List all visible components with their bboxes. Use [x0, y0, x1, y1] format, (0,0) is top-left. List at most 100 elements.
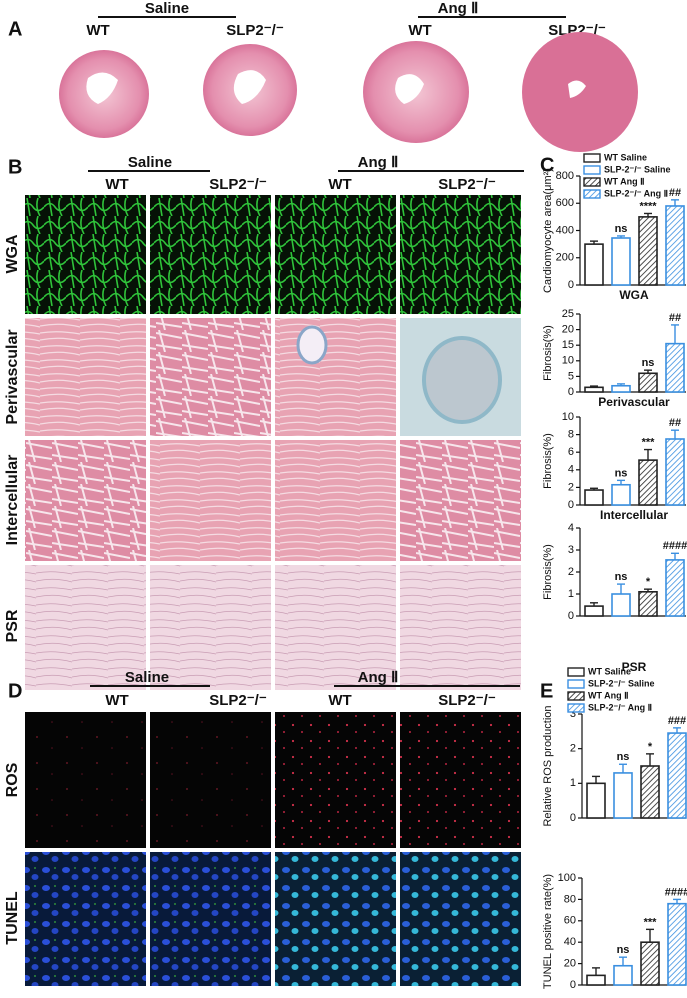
legend-swatch — [583, 165, 601, 175]
y-tick-label: 8 — [568, 429, 574, 441]
y-tick-label: 200 — [556, 252, 574, 264]
significance-label: ns — [642, 357, 655, 369]
bar — [640, 765, 660, 819]
x-axis-title: WGA — [619, 288, 649, 302]
y-tick-label: 2 — [570, 743, 576, 755]
y-tick-label: 10 — [562, 411, 574, 423]
row-label: PSR — [4, 609, 21, 642]
significance-label: ### — [668, 715, 686, 727]
significance-label: * — [646, 576, 651, 588]
column-heading: WT — [105, 692, 128, 709]
bar — [611, 483, 631, 506]
panel-label: A — [8, 18, 22, 40]
column-heading: WT — [86, 22, 109, 39]
legend-label: WT Saline — [604, 152, 647, 162]
y-tick-label: 80 — [564, 893, 576, 905]
y-tick-label: 25 — [562, 308, 574, 320]
y-axis-title: TUNEL positive rate(%) — [542, 874, 554, 989]
column-heading: SLP2⁻/⁻ — [209, 692, 267, 709]
bar — [638, 459, 658, 506]
y-tick-label: 2 — [568, 566, 574, 578]
bar — [665, 438, 685, 506]
legend-swatch — [567, 703, 585, 713]
y-tick-label: 0 — [568, 610, 574, 622]
y-tick-label: 3 — [570, 708, 576, 720]
bar — [611, 384, 631, 393]
row-label: Perivascular — [4, 329, 21, 424]
group-heading: Ang Ⅱ — [358, 669, 399, 686]
bar — [638, 372, 658, 393]
group-heading: Saline — [125, 669, 169, 686]
bar — [613, 772, 633, 819]
y-axis-title: Fibrosis(%) — [542, 325, 554, 381]
heart-sections — [59, 32, 638, 152]
y-tick-label: 100 — [558, 872, 576, 884]
significance-label: #### — [665, 886, 687, 898]
y-tick-label: 1 — [568, 588, 574, 600]
bar — [638, 590, 658, 617]
significance-label: * — [648, 741, 653, 753]
fluorescence-grid — [25, 712, 521, 986]
micrograph-grid — [25, 195, 521, 690]
y-tick-label: 4 — [568, 522, 574, 534]
y-tick-label: 20 — [562, 324, 574, 336]
x-axis-title: Perivascular — [598, 395, 670, 409]
legend-swatch — [567, 667, 585, 677]
bar — [611, 237, 631, 286]
column-heading: SLP2⁻/⁻ — [209, 176, 267, 193]
panel-label: D — [8, 680, 22, 702]
significance-label: ns — [615, 467, 628, 479]
significance-label: ns — [615, 223, 628, 235]
y-tick-label: 15 — [562, 339, 574, 351]
bar — [584, 489, 604, 506]
group-heading: Ang Ⅱ — [438, 0, 479, 17]
legend-swatch — [583, 189, 601, 199]
bar — [665, 205, 685, 286]
group-heading: Saline — [145, 0, 189, 17]
bar — [640, 941, 660, 986]
y-tick-label: 0 — [568, 279, 574, 291]
y-tick-label: 10 — [562, 355, 574, 367]
bar — [665, 342, 685, 393]
y-tick-label: 40 — [564, 936, 576, 948]
bar — [667, 902, 687, 986]
legend-label: WT Saline — [588, 666, 631, 676]
panel-label: C — [540, 154, 554, 176]
column-heading: WT — [408, 22, 431, 39]
row-label: TUNEL — [4, 891, 21, 945]
y-axis-title: Fibrosis(%) — [542, 433, 554, 489]
row-label: WGA — [4, 234, 21, 274]
y-axis-title: Relative ROS production — [542, 705, 554, 826]
y-tick-label: 3 — [568, 544, 574, 556]
legend-swatch — [583, 177, 601, 187]
y-tick-label: 6 — [568, 446, 574, 458]
y-tick-label: 5 — [568, 370, 574, 382]
bar — [586, 782, 606, 819]
bar — [584, 386, 604, 393]
y-axis-title: Fibrosis(%) — [542, 544, 554, 600]
significance-label: #### — [663, 540, 687, 552]
legend-label: SLP-2⁻/⁻ Saline — [604, 164, 671, 174]
x-axis-title: PSR — [622, 660, 647, 674]
significance-label: **** — [639, 200, 657, 212]
y-tick-label: 800 — [556, 170, 574, 182]
bar — [586, 974, 606, 986]
y-axis-title: Cardiomyocyte area(μm²) — [542, 168, 554, 293]
bar — [584, 243, 604, 286]
significance-label: ns — [617, 751, 630, 763]
y-tick-label: 0 — [570, 979, 576, 991]
column-heading: SLP2⁻/⁻ — [226, 22, 284, 39]
y-tick-label: 0 — [568, 386, 574, 398]
y-tick-label: 1 — [570, 777, 576, 789]
x-axis-title: Intercellular — [600, 508, 668, 522]
significance-label: ## — [669, 312, 681, 324]
column-heading: SLP2⁻/⁻ — [438, 176, 496, 193]
column-heading: WT — [328, 176, 351, 193]
column-heading: WT — [105, 176, 128, 193]
significance-label: *** — [644, 916, 658, 928]
panel-label: E — [540, 680, 553, 702]
y-tick-label: 4 — [568, 464, 574, 476]
panel-label: B — [8, 156, 22, 178]
legend-label: SLP-2⁻/⁻ Saline — [588, 678, 655, 688]
